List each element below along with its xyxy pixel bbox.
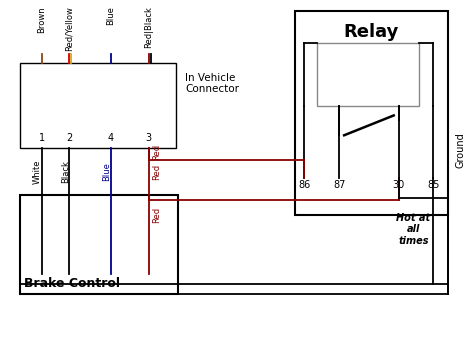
Text: Blue: Blue (107, 6, 116, 25)
Text: Red: Red (152, 144, 161, 160)
Text: Red: Red (152, 207, 161, 223)
Text: Brown: Brown (37, 6, 46, 33)
Text: 86: 86 (298, 180, 310, 190)
Text: White: White (33, 159, 42, 184)
Bar (20, 195, 179, 294)
Text: Hot at
all
times: Hot at all times (396, 212, 430, 246)
Text: 30: 30 (392, 180, 405, 190)
Text: Brake Control: Brake Control (24, 277, 120, 290)
Text: Red/Yellow: Red/Yellow (65, 6, 74, 51)
Text: 1: 1 (38, 133, 45, 143)
Text: In Vehicle
Connector: In Vehicle Connector (185, 73, 239, 95)
Text: Blue: Blue (102, 162, 111, 181)
Text: 2: 2 (66, 133, 73, 143)
Text: 3: 3 (146, 133, 152, 143)
Text: 4: 4 (108, 133, 114, 143)
Text: Red: Red (152, 164, 161, 180)
Text: Black: Black (61, 160, 70, 183)
Text: Red|Black: Red|Black (144, 6, 153, 48)
Bar (294, 11, 448, 215)
Text: Ground: Ground (455, 132, 465, 168)
Text: 87: 87 (333, 180, 346, 190)
Text: Relay: Relay (343, 23, 399, 41)
Text: 85: 85 (427, 180, 439, 190)
Bar (20, 63, 175, 148)
Bar (317, 43, 419, 105)
